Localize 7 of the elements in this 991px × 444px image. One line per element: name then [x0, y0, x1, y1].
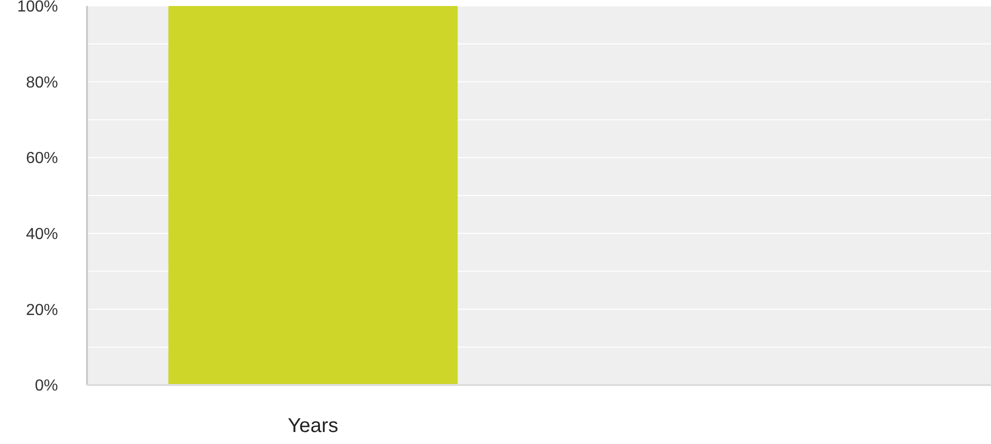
y-tick-label: 20%: [26, 302, 58, 319]
x-tick-label: Years: [288, 415, 338, 437]
y-tick-label: 80%: [26, 74, 58, 92]
y-tick-label: 0%: [34, 378, 58, 395]
y-tick-label: 40%: [26, 226, 58, 243]
y-tick-label: 60%: [26, 150, 58, 168]
y-tick-label: 100%: [17, 0, 58, 16]
